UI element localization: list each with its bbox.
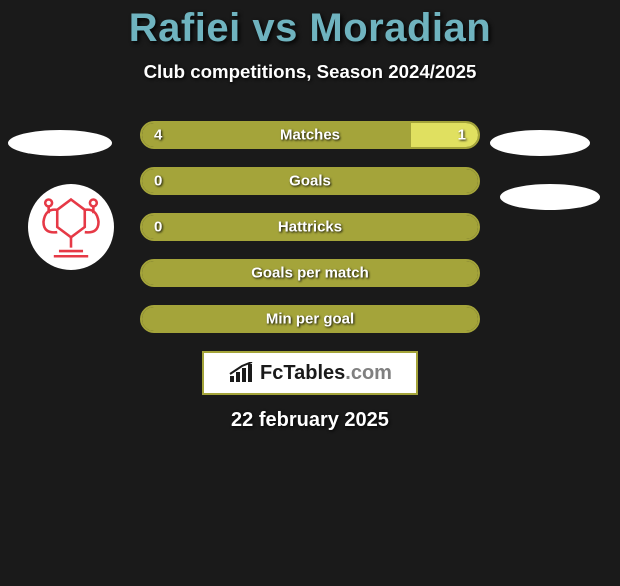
row-value-right: 1	[458, 127, 466, 144]
subtitle: Club competitions, Season 2024/2025	[0, 61, 620, 83]
date-caption: 22 february 2025	[0, 409, 620, 432]
comparison-row: 0 Hattricks	[140, 213, 480, 241]
page-title: Rafiei vs Moradian	[0, 6, 620, 51]
barchart-icon	[228, 362, 256, 384]
row-value-left: 0	[154, 219, 162, 236]
comparison-row: 4 1 Matches	[140, 121, 480, 149]
row-fill-left	[142, 123, 411, 147]
comparison-row: Goals per match	[140, 259, 480, 287]
logo-text-suffix: .com	[345, 362, 392, 384]
comparison-rows: 4 1 Matches 0 Goals 0 Hattricks Goals per match…	[0, 121, 620, 333]
row-label: Matches	[280, 127, 340, 144]
fctables-logo: FcTables.com	[202, 351, 418, 395]
comparison-row: Min per goal	[140, 305, 480, 333]
logo-text: FcTables.com	[260, 362, 392, 385]
row-value-left: 0	[154, 173, 162, 190]
row-label: Goals per match	[251, 265, 369, 282]
row-label: Hattricks	[278, 219, 342, 236]
row-label: Min per goal	[266, 311, 354, 328]
row-fill-right	[411, 123, 478, 147]
row-label: Goals	[289, 173, 331, 190]
comparison-row: 0 Goals	[140, 167, 480, 195]
row-value-left: 4	[154, 127, 162, 144]
logo-text-main: FcTables	[260, 362, 345, 384]
